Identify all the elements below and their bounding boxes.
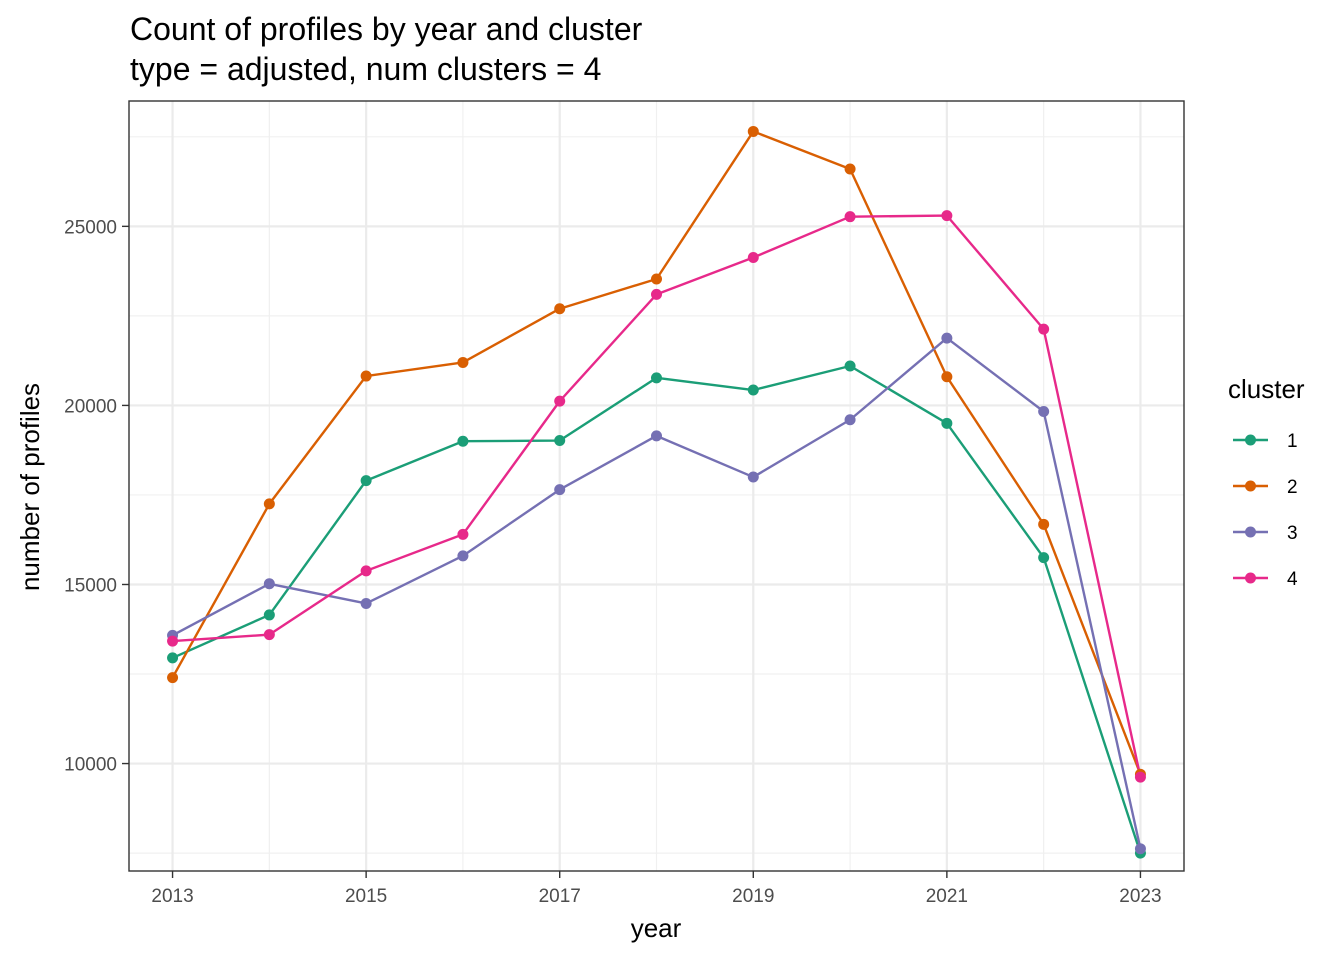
data-point-3-2020 bbox=[844, 414, 856, 426]
data-point-1-2013 bbox=[167, 652, 179, 664]
x-tick-label: 2013 bbox=[151, 886, 193, 907]
data-point-1-2015 bbox=[360, 475, 372, 487]
legend-label-3: 3 bbox=[1287, 523, 1298, 544]
data-point-2-2014 bbox=[263, 498, 275, 510]
x-axis-ticks: 2013 2015 2017 2019 2021 2023 bbox=[151, 871, 1162, 907]
y-tick-label: 25000 bbox=[64, 217, 117, 238]
data-point-1-2018 bbox=[651, 372, 662, 384]
data-point-2-2015 bbox=[360, 370, 372, 382]
data-point-1-2021 bbox=[941, 417, 953, 429]
data-point-3-2014 bbox=[263, 578, 275, 590]
data-point-1-2019 bbox=[747, 384, 759, 396]
data-point-4-2017 bbox=[554, 395, 566, 407]
legend-label-2: 2 bbox=[1287, 477, 1298, 498]
data-point-4-2016 bbox=[457, 528, 469, 540]
legend-key-point-3 bbox=[1245, 526, 1256, 538]
data-point-3-2016 bbox=[457, 550, 469, 562]
x-tick-label: 2015 bbox=[345, 886, 387, 907]
data-point-1-2016 bbox=[457, 435, 469, 447]
data-point-3-2023 bbox=[1134, 843, 1146, 855]
data-point-2-2021 bbox=[941, 371, 953, 383]
data-point-1-2020 bbox=[844, 360, 856, 372]
data-point-3-2019 bbox=[747, 471, 759, 483]
y-tick-label: 15000 bbox=[64, 575, 117, 596]
data-point-4-2015 bbox=[360, 565, 372, 577]
legend-items: 1 2 3 4 bbox=[1233, 431, 1298, 590]
chart-subtitle: type = adjusted, num clusters = 4 bbox=[130, 51, 601, 87]
legend-key-point-1 bbox=[1245, 434, 1256, 446]
data-point-1-2017 bbox=[554, 435, 566, 447]
plot-panel bbox=[128, 100, 1185, 872]
data-point-1-2022 bbox=[1038, 552, 1050, 564]
data-point-2-2018 bbox=[651, 273, 662, 285]
data-point-2-2017 bbox=[554, 303, 566, 315]
data-point-2-2020 bbox=[844, 163, 856, 175]
data-point-4-2018 bbox=[651, 288, 662, 300]
data-point-3-2017 bbox=[554, 484, 566, 496]
data-point-1-2014 bbox=[263, 609, 275, 621]
y-tick-label: 20000 bbox=[64, 396, 117, 417]
data-point-2-2013 bbox=[167, 672, 179, 684]
y-axis-title: number of profiles bbox=[15, 383, 45, 591]
data-point-4-2019 bbox=[747, 252, 759, 264]
x-axis-title: year bbox=[631, 913, 682, 943]
chart-title: Count of profiles by year and cluster bbox=[130, 11, 643, 47]
y-axis-ticks: 10000 15000 20000 25000 bbox=[64, 217, 129, 776]
x-tick-label: 2021 bbox=[926, 886, 968, 907]
data-point-4-2014 bbox=[263, 629, 275, 641]
legend: cluster 1 2 3 4 bbox=[1228, 374, 1305, 590]
panel-border bbox=[128, 100, 1185, 872]
y-tick-label: 10000 bbox=[64, 755, 117, 776]
data-point-4-2022 bbox=[1038, 323, 1050, 335]
data-point-3-2015 bbox=[360, 597, 372, 609]
x-tick-label: 2019 bbox=[732, 886, 774, 907]
legend-key-point-2 bbox=[1245, 480, 1256, 492]
legend-key-point-4 bbox=[1245, 572, 1256, 584]
data-point-4-2020 bbox=[844, 211, 856, 223]
data-point-2-2019 bbox=[747, 125, 759, 137]
x-tick-label: 2017 bbox=[539, 886, 581, 907]
data-point-4-2013 bbox=[167, 635, 179, 647]
data-point-4-2023 bbox=[1134, 771, 1146, 783]
legend-title: cluster bbox=[1228, 374, 1305, 404]
legend-label-1: 1 bbox=[1287, 431, 1298, 452]
legend-label-4: 4 bbox=[1287, 569, 1298, 590]
data-point-3-2021 bbox=[941, 332, 953, 344]
data-point-2-2022 bbox=[1038, 518, 1050, 530]
data-point-3-2022 bbox=[1038, 406, 1050, 418]
x-tick-label: 2023 bbox=[1119, 886, 1161, 907]
data-point-3-2018 bbox=[651, 430, 662, 442]
data-point-2-2016 bbox=[457, 356, 469, 368]
data-point-4-2021 bbox=[941, 210, 953, 222]
